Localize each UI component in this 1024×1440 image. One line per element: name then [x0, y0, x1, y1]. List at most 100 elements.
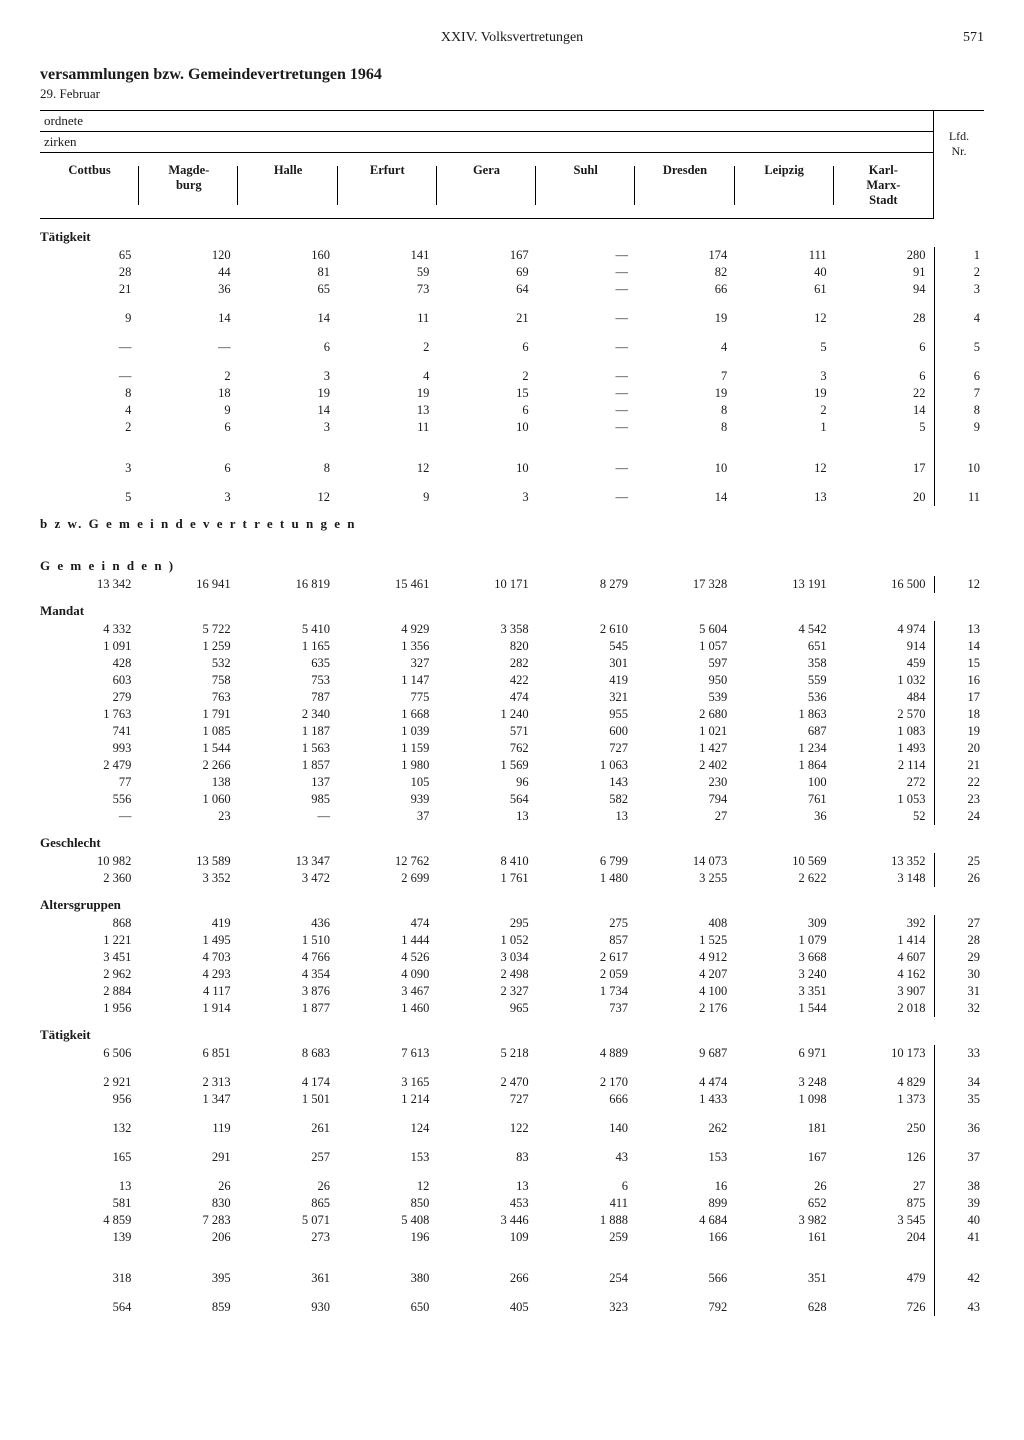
cell: [239, 1166, 338, 1178]
cell: 167: [735, 1149, 834, 1166]
column-header: Dresden: [635, 153, 734, 218]
cell: [537, 436, 636, 448]
cell: 18: [139, 385, 238, 402]
cell: 12 762: [338, 853, 437, 870]
section-title: XXIV. Volksvertretungen: [100, 30, 924, 46]
cell: [139, 477, 238, 489]
cell: 14: [139, 310, 238, 327]
cell: 14: [239, 310, 338, 327]
cell: 13: [40, 1178, 139, 1195]
cell: 1 085: [139, 723, 238, 740]
cell: 411: [537, 1195, 636, 1212]
cell: 600: [537, 723, 636, 740]
cell: 143: [537, 774, 636, 791]
cell: [239, 356, 338, 368]
cell: [239, 448, 338, 460]
cell: [636, 477, 735, 489]
cell: 761: [735, 791, 834, 808]
cell: —: [537, 402, 636, 419]
cell: [139, 1166, 238, 1178]
section-label: Geschlecht: [40, 835, 984, 851]
cell: 69: [437, 264, 536, 281]
row-number: 5: [934, 339, 984, 356]
cell: 12: [338, 460, 437, 477]
cell: 5 604: [636, 621, 735, 638]
cell: 6 799: [537, 853, 636, 870]
cell: 282: [437, 655, 536, 672]
cell: 3 034: [437, 949, 536, 966]
row-number: 17: [934, 689, 984, 706]
cell: 4 684: [636, 1212, 735, 1229]
cell: [835, 1258, 934, 1270]
cell: 160: [239, 247, 338, 264]
cell: 5 410: [239, 621, 338, 638]
cell: [735, 1287, 834, 1299]
cell: 8: [636, 419, 735, 436]
cell: 10 982: [40, 853, 139, 870]
cell: 91: [835, 264, 934, 281]
cell: 138: [139, 774, 238, 791]
cell: 124: [338, 1120, 437, 1137]
cell: 81: [239, 264, 338, 281]
cell: 36: [139, 281, 238, 298]
row-number: [934, 1166, 984, 1178]
cell: 262: [636, 1120, 735, 1137]
cell: 6: [139, 460, 238, 477]
row-number: 11: [934, 489, 984, 506]
cell: 204: [835, 1229, 934, 1246]
cell: 727: [437, 1091, 536, 1108]
cell: 36: [735, 808, 834, 825]
cell: [338, 356, 437, 368]
column-header: Suhl: [536, 153, 635, 218]
cell: [40, 356, 139, 368]
cell: 794: [636, 791, 735, 808]
cell: 2: [40, 419, 139, 436]
cell: 8: [636, 402, 735, 419]
cell: [437, 436, 536, 448]
cell: 1 888: [537, 1212, 636, 1229]
cell: [835, 356, 934, 368]
cell: 7 613: [338, 1045, 437, 1062]
cell: —: [537, 281, 636, 298]
cell: 395: [139, 1270, 238, 1287]
cell: 6 971: [735, 1045, 834, 1062]
cell: 8: [40, 385, 139, 402]
row-number: 31: [934, 983, 984, 1000]
cell: 26: [139, 1178, 238, 1195]
cell: 273: [239, 1229, 338, 1246]
cell: [338, 1287, 437, 1299]
cell: 875: [835, 1195, 934, 1212]
row-number: 16: [934, 672, 984, 689]
cell: 453: [437, 1195, 536, 1212]
cell: 291: [139, 1149, 238, 1166]
cell: 597: [636, 655, 735, 672]
cell: 1 510: [239, 932, 338, 949]
cell: [239, 1246, 338, 1258]
cell: [40, 1108, 139, 1120]
cell: 109: [437, 1229, 536, 1246]
cell: 1 347: [139, 1091, 238, 1108]
cell: [338, 436, 437, 448]
cell: [735, 1137, 834, 1149]
cell: [537, 298, 636, 310]
cell: 20: [835, 489, 934, 506]
cell: [835, 1137, 934, 1149]
cell: [437, 1062, 536, 1074]
cell: [40, 1287, 139, 1299]
cell: 5: [835, 419, 934, 436]
cell: 2 570: [835, 706, 934, 723]
cell: 9: [139, 402, 238, 419]
cell: [239, 1287, 338, 1299]
cell: 10 171: [437, 576, 536, 593]
cell: 82: [636, 264, 735, 281]
data-table: 868419436474295275408309392271 2211 4951…: [40, 915, 984, 1017]
cell: 4 293: [139, 966, 238, 983]
cell: 13 352: [835, 853, 934, 870]
row-number: 12: [934, 576, 984, 593]
cell: 4 703: [139, 949, 238, 966]
cell: [835, 436, 934, 448]
cell: 1 414: [835, 932, 934, 949]
cell: [437, 1166, 536, 1178]
column-header: Erfurt: [338, 153, 437, 218]
cell: 1 956: [40, 1000, 139, 1017]
